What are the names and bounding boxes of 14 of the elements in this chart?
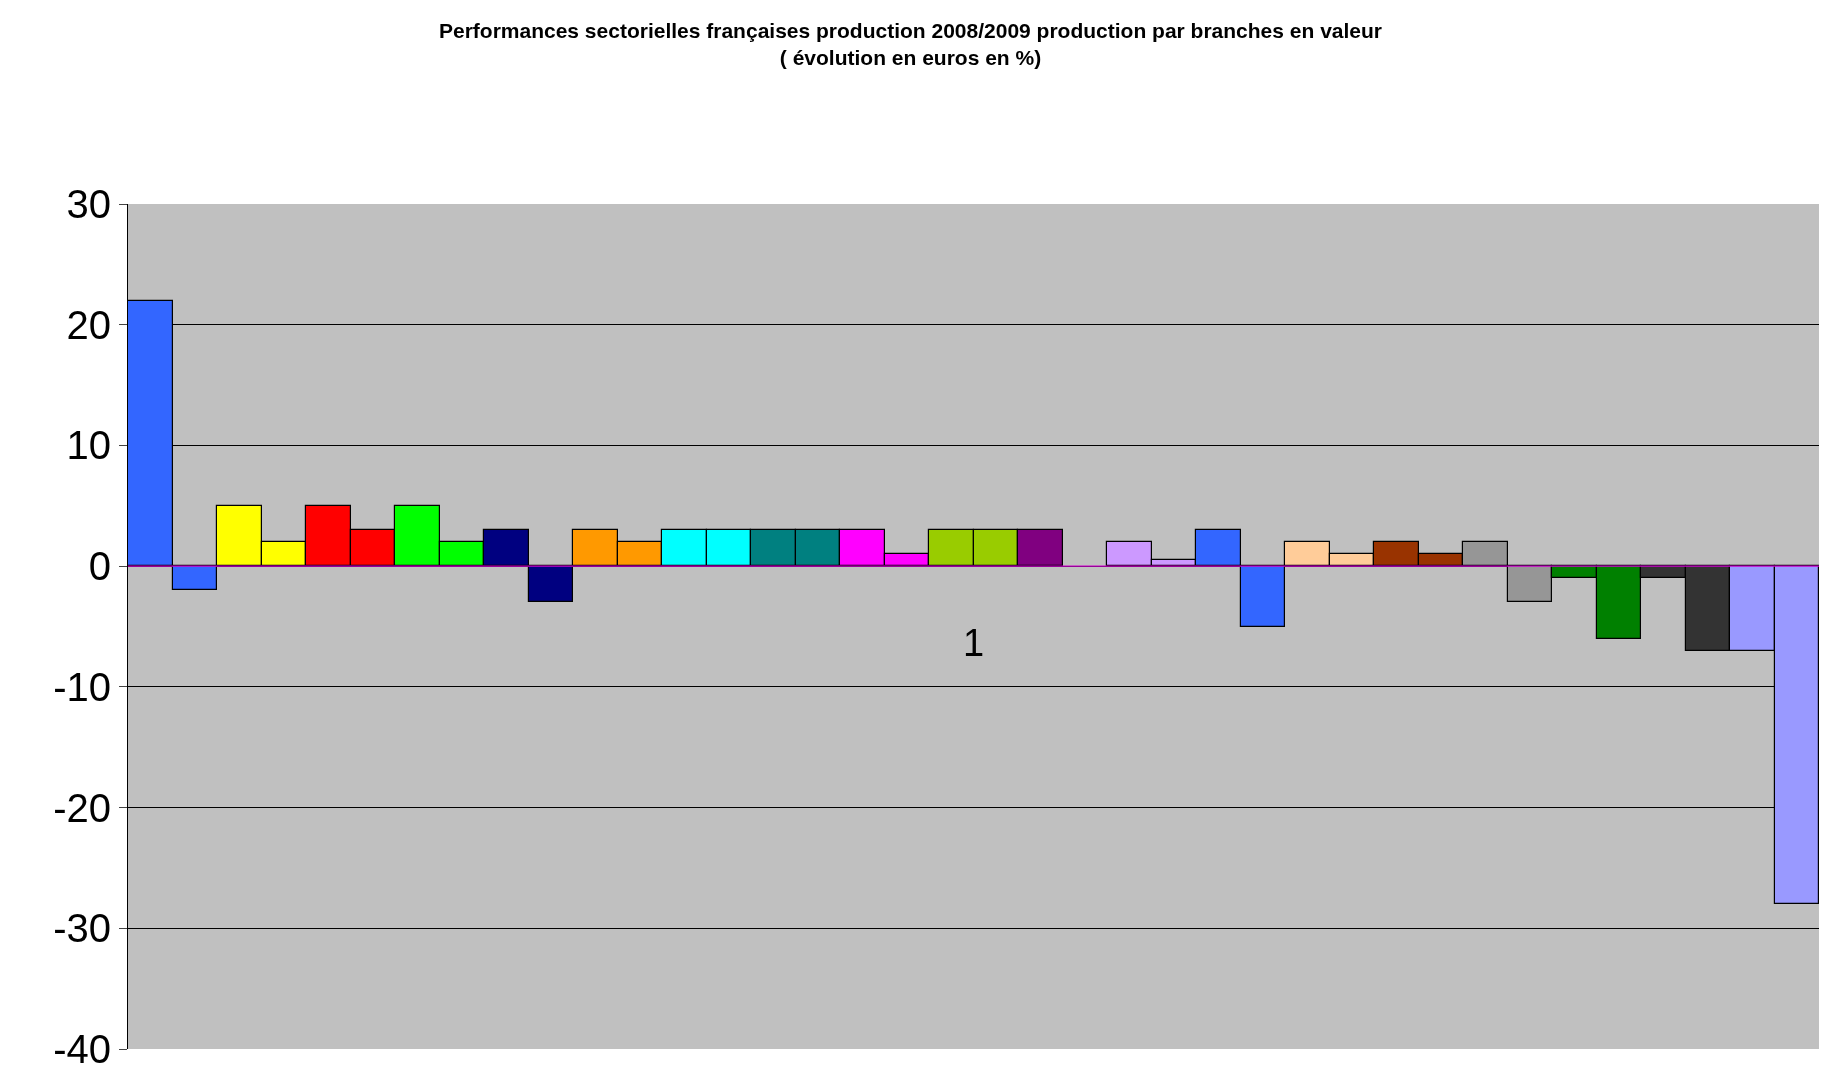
annotation: 1 [963, 622, 985, 664]
y-tick-label: -10 [53, 664, 111, 709]
y-tick-label: 0 [88, 544, 111, 589]
y-tick-label: 20 [66, 302, 111, 347]
y-tick-label: 30 [66, 182, 111, 226]
chart-subtitle: ( évolution en euros en %) [779, 46, 1042, 70]
y-tick-label: -40 [53, 1027, 111, 1071]
bar [171, 564, 217, 590]
chart-title: Performances sectorielles françaises production 2008/2009 production par branches en valeur [438, 18, 1383, 42]
y-tick-label: -30 [53, 906, 111, 951]
bar [527, 564, 573, 602]
y-tick-label: 10 [66, 423, 111, 468]
y-tick-label: -20 [53, 785, 111, 830]
bar [1239, 564, 1285, 627]
